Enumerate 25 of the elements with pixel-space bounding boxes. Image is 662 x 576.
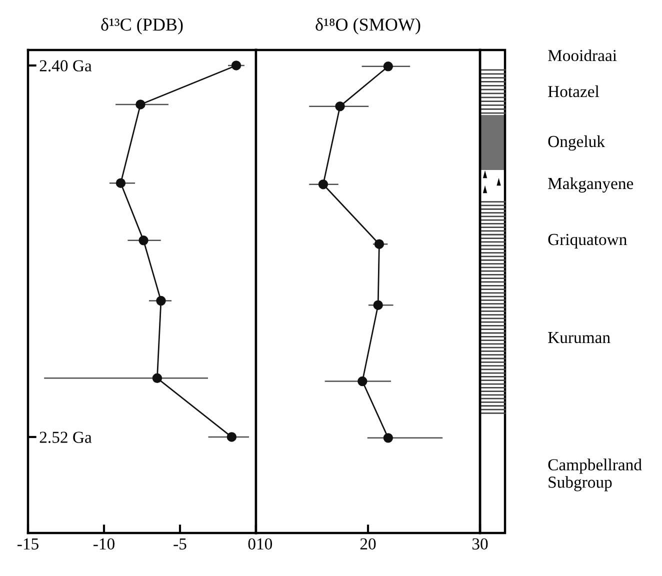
y-tick-label: 2.40 Ga (40, 60, 92, 72)
point (138, 236, 148, 246)
text: Hotazel (548, 85, 600, 98)
x-tick-label: 0 (248, 538, 256, 550)
point (231, 60, 242, 70)
x-tick-label: -10 (94, 538, 114, 550)
x-tick-label: -15 (18, 538, 38, 550)
chart-title: δ¹⁸O (SMOW) (316, 18, 420, 34)
point (116, 178, 126, 188)
text: Griquatown (548, 234, 627, 249)
x-tick-label: -5 (174, 538, 186, 550)
text: Campbellrand Subgroup (548, 458, 642, 492)
x-tick-label: 20 (360, 538, 376, 550)
point (136, 100, 146, 110)
point (156, 296, 166, 306)
point (152, 373, 162, 384)
y-tick-label: 2.52 Ga (40, 432, 92, 444)
x-tick-label: 30 (472, 538, 488, 550)
text: Kuruman (548, 332, 610, 344)
text: Ongeluk (548, 135, 605, 151)
chart-title: δ¹³C (PDB) (101, 18, 183, 34)
text: Mooidraai (548, 49, 617, 62)
x-tick-label: 10 (257, 538, 272, 550)
point (226, 432, 237, 442)
text: Makganyene (548, 177, 634, 193)
